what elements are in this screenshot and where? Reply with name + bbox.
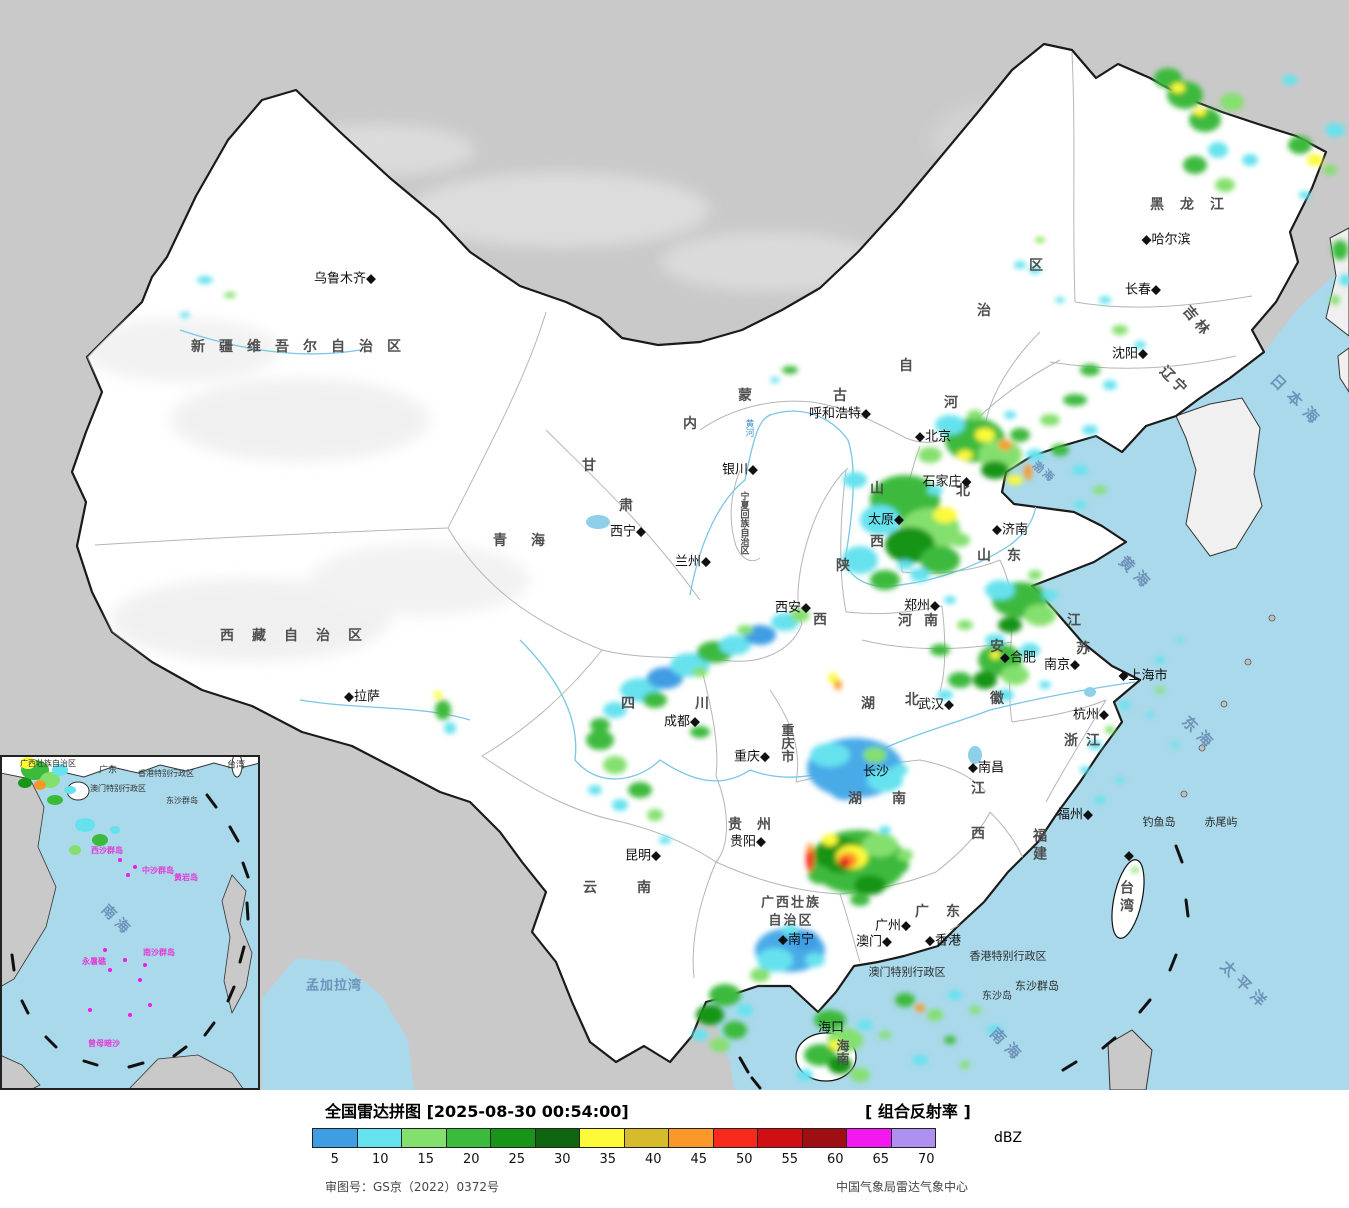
- east-south-china-sea: [706, 262, 1349, 1090]
- scale-tick: 5: [330, 1152, 339, 1167]
- china-national-boundary: [70, 42, 1328, 1064]
- scale-tick: 20: [462, 1152, 480, 1167]
- scale-swatch: [668, 1128, 714, 1148]
- ryukyu-islands: [1180, 614, 1276, 798]
- inset-taiwan: [231, 755, 243, 778]
- terrain-shading-china: [80, 318, 530, 662]
- scale-swatch: [579, 1128, 625, 1148]
- scale-swatch: [445, 1128, 491, 1148]
- scale-swatch: [801, 1128, 847, 1148]
- scale-tick: 50: [735, 1152, 753, 1167]
- inset-border: [0, 755, 260, 1090]
- color-scale: [312, 1128, 936, 1148]
- scale-swatch: [623, 1128, 669, 1148]
- korea-peninsula: [1175, 397, 1263, 557]
- data-source: 中国气象局雷达气象中心: [836, 1180, 969, 1194]
- scale-swatch: [401, 1128, 447, 1148]
- dashed-boundary-line: [738, 844, 1190, 1090]
- scale-tick: 60: [826, 1152, 844, 1167]
- scale-tick: 35: [599, 1152, 617, 1167]
- china-radar-map: [0, 0, 1349, 1090]
- scale-tick: 10: [371, 1152, 389, 1167]
- radar-echoes: [180, 68, 1349, 1082]
- scale-tick-labels: 5 10 15 20 25 30 35 40 45 50 55 60 65 70: [312, 1152, 949, 1167]
- scale-tick: 65: [872, 1152, 890, 1167]
- scale-swatch: [534, 1128, 580, 1148]
- foreign-land: [1107, 227, 1349, 1090]
- scale-tick: 15: [417, 1152, 435, 1167]
- scale-swatch: [846, 1128, 892, 1148]
- lakes: [586, 515, 1096, 764]
- japan-island-2: [1337, 347, 1349, 393]
- province-boundaries: [94, 51, 1253, 979]
- legend-panel: 全国雷达拼图 [2025-08-30 00:54:00] [ 组合反射率 ] d…: [0, 1090, 1349, 1208]
- scale-swatch: [312, 1128, 358, 1148]
- luzon-island: [1107, 1029, 1153, 1090]
- dbz-unit-label: dBZ: [994, 1130, 1023, 1146]
- scale-tick: 30: [553, 1152, 571, 1167]
- scale-swatch: [712, 1128, 758, 1148]
- taiwan-island: [1111, 859, 1145, 939]
- sea-areas: [262, 262, 1349, 1090]
- bay-of-bengal: [262, 958, 414, 1090]
- product-type-label: [ 组合反射率 ]: [865, 1102, 971, 1121]
- inset-island-marks: [88, 858, 152, 1017]
- scale-swatch: [757, 1128, 803, 1148]
- map-title: 全国雷达拼图 [2025-08-30 00:54:00]: [325, 1102, 629, 1121]
- inset-radar-echoes: [18, 757, 120, 855]
- scale-tick: 70: [917, 1152, 935, 1167]
- scale-tick: 55: [781, 1152, 799, 1167]
- inset-nine-dash-line: [10, 793, 250, 1069]
- scale-swatch: [356, 1128, 402, 1148]
- approval-number: 审图号：GS京（2022）0372号: [325, 1180, 499, 1194]
- scale-swatch: [890, 1128, 936, 1148]
- inset-philippines: [221, 874, 253, 1015]
- scale-tick: 45: [690, 1152, 708, 1167]
- scale-tick: 40: [644, 1152, 662, 1167]
- scale-swatch: [490, 1128, 536, 1148]
- inset-malay: [0, 1054, 41, 1090]
- inset-borneo: [127, 1054, 245, 1090]
- south-china-sea-inset: [0, 755, 260, 1090]
- scale-tick: 25: [508, 1152, 526, 1167]
- inset-vietnam: [0, 772, 57, 988]
